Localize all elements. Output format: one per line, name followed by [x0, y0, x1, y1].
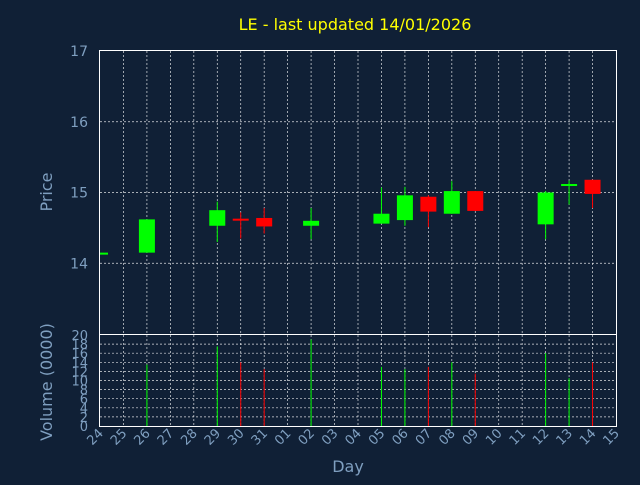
candle-31	[256, 208, 273, 234]
day-tick-label: 03	[319, 426, 341, 448]
volume-tick-label: 14	[71, 356, 88, 371]
candle-30	[232, 212, 249, 239]
day-tick-labels: 24 25 26 27 28 29 30 31 01 02 03 04 05 06 07 08 09 10 11 12…	[85, 426, 623, 448]
volume-tick-label: 6	[80, 393, 88, 408]
day-tick-label: 26	[131, 426, 153, 448]
day-tick-label: 15	[601, 426, 623, 448]
day-tick-label: 28	[178, 426, 200, 448]
candle-body	[396, 195, 413, 221]
volume-tick-label: 20	[71, 329, 88, 344]
day-tick-label: 06	[389, 426, 411, 448]
day-tick-label: 09	[460, 426, 482, 448]
candle-02	[303, 208, 320, 240]
volume-panel-frame	[99, 334, 617, 427]
day-tick-label: 13	[554, 426, 576, 448]
day-tick-label: 02	[296, 426, 318, 448]
candle-29	[209, 201, 226, 243]
candle-13	[561, 180, 578, 205]
volume-gridlines	[100, 335, 616, 426]
volume-tick-label: 12	[71, 365, 88, 380]
day-tick-label: 29	[202, 426, 224, 448]
candle-12	[537, 191, 554, 240]
x-axis-label: Day	[332, 457, 364, 476]
candle-07	[420, 195, 437, 228]
candle-05	[373, 187, 390, 224]
candle-26	[138, 219, 155, 253]
price-tick-labels: 14 15 16 17	[70, 44, 88, 272]
day-tick-label: 14	[577, 426, 599, 448]
candle-body	[373, 213, 390, 224]
candle-body	[232, 218, 249, 221]
chart-title: LE - last updated 14/01/2026	[239, 15, 472, 34]
volume-tick-label: 16	[71, 347, 88, 362]
volume-series	[146, 339, 594, 426]
volume-tick-label: 10	[71, 375, 88, 390]
day-tick-label: 05	[366, 426, 388, 448]
volume-axis-label: Volume (0000)	[37, 323, 56, 441]
price-tick-label: 17	[70, 44, 88, 60]
price-axis-label: Price	[37, 172, 56, 211]
day-tick-label: 27	[155, 426, 177, 448]
day-tick-label: 01	[272, 426, 294, 448]
candle-09	[467, 191, 484, 211]
volume-tick-label: 0	[80, 420, 88, 435]
candle-body	[209, 210, 226, 226]
price-tick-label: 15	[70, 186, 88, 202]
day-tick-label: 07	[413, 426, 435, 448]
candle-body	[561, 184, 578, 187]
candle-body	[138, 219, 155, 253]
candle-body	[420, 196, 437, 212]
day-tick-label: 04	[343, 426, 365, 448]
volume-tick-label: 18	[71, 338, 88, 353]
candle-body	[303, 220, 320, 226]
candle-body	[256, 217, 273, 227]
candle-24	[100, 252, 108, 255]
candle-14	[584, 179, 601, 209]
volume-tick-label: 2	[80, 411, 88, 426]
candle-body	[467, 191, 484, 211]
volume-tick-label: 8	[80, 384, 88, 399]
candlestick-series	[100, 179, 601, 255]
candle-body	[584, 179, 601, 194]
day-tick-label: 12	[530, 426, 552, 448]
day-tick-label: 11	[507, 426, 529, 448]
day-tick-label: 30	[225, 426, 247, 448]
price-tick-label: 14	[70, 256, 88, 272]
candle-body	[443, 191, 460, 214]
day-tick-label: 25	[108, 426, 130, 448]
candle-06	[396, 186, 413, 226]
day-tick-label: 31	[249, 426, 271, 448]
candle-body	[537, 192, 554, 225]
candle-body	[100, 252, 108, 255]
volume-tick-label: 4	[80, 402, 88, 417]
day-tick-label: 10	[483, 426, 505, 448]
candle-08	[443, 181, 460, 214]
day-tick-label: 08	[436, 426, 458, 448]
price-tick-label: 16	[70, 115, 88, 131]
